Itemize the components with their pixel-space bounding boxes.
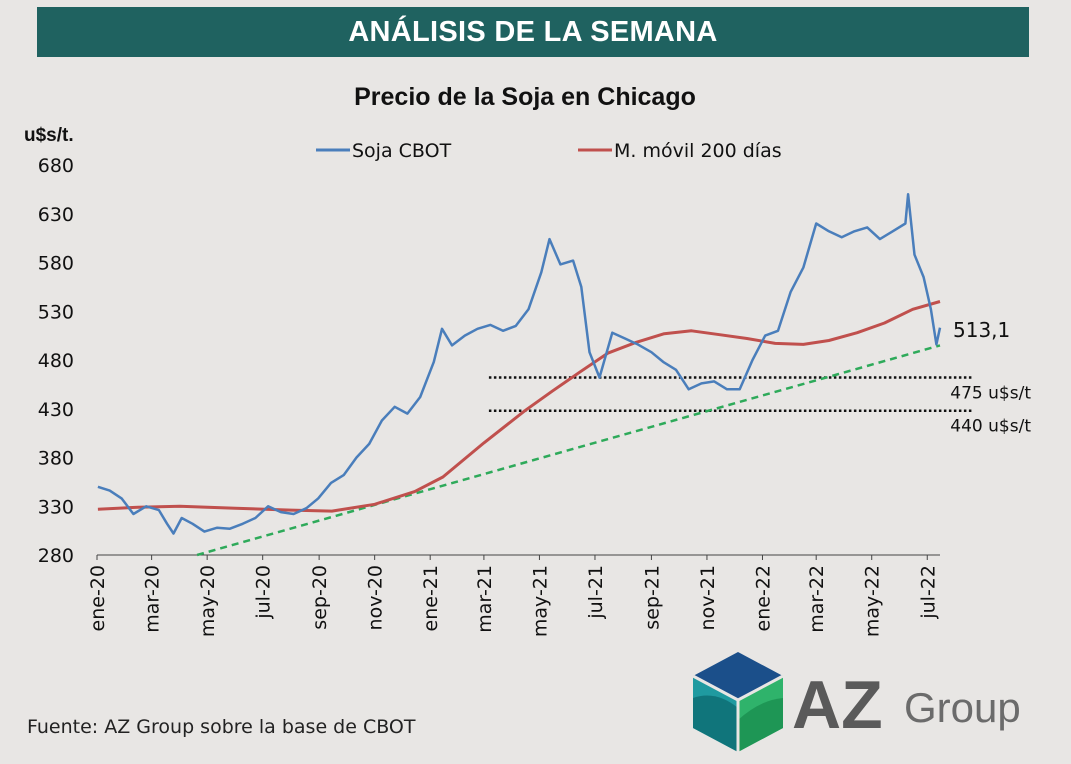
y-tick-label: 380 (38, 448, 74, 470)
y-tick-label: 330 (38, 496, 74, 518)
last-value-label: 513,1 (953, 318, 1010, 342)
x-tick-label: ene-20 (87, 565, 109, 631)
x-tick-label: mar-20 (142, 565, 164, 633)
x-tick-label: mar-22 (806, 565, 828, 633)
legend-label-mm200: M. móvil 200 días (614, 140, 782, 162)
x-tick-label: jul-22 (917, 565, 939, 620)
legend: Soja CBOT M. móvil 200 días (316, 140, 782, 162)
reference-line-label: 440 u$s/t (950, 417, 1031, 437)
series-line-soja (97, 193, 942, 535)
x-axis-ticks: ene-20 mar-20 may-20 jul-20 sep-20 nov-20 ene-… (87, 555, 939, 637)
x-tick-label: sep-21 (641, 565, 663, 630)
x-tick-label: may-22 (862, 565, 884, 637)
logo-text-group: Group (904, 684, 1021, 731)
x-tick-label: may-20 (197, 565, 219, 637)
x-tick-label: mar-21 (474, 565, 496, 633)
x-tick-label: nov-20 (365, 565, 387, 630)
logo-text-az: AZ (792, 667, 883, 743)
x-tick-label: jul-21 (585, 565, 607, 620)
reference-lines: 475 u$s/t 440 u$s/t (488, 376, 1031, 437)
source-note: Fuente: AZ Group sobre la base de CBOT (27, 716, 416, 738)
trend-line (196, 344, 941, 557)
series-line-mm200 (97, 300, 941, 513)
legend-label-soja: Soja CBOT (352, 140, 452, 162)
x-tick-label: may-21 (529, 565, 551, 637)
y-tick-label: 680 (38, 155, 74, 177)
y-tick-label: 280 (38, 545, 74, 567)
y-tick-label: 580 (38, 253, 74, 275)
y-tick-label: 430 (38, 399, 74, 421)
y-tick-label: 480 (38, 350, 74, 372)
x-tick-label: ene-21 (420, 565, 442, 631)
reference-line-label: 475 u$s/t (950, 384, 1031, 404)
x-tick-label: ene-22 (752, 565, 774, 631)
az-group-logo: AZ Group (692, 652, 1021, 752)
y-axis-ticks: 280 330 380 430 480 530 580 630 680 (38, 155, 74, 567)
x-tick-label: sep-20 (309, 565, 331, 630)
logo-cube-icon (692, 652, 784, 752)
banner: ANÁLISIS DE LA SEMANA (37, 7, 1029, 57)
chart-title: Precio de la Soja en Chicago (354, 83, 696, 111)
banner-title: ANÁLISIS DE LA SEMANA (348, 15, 718, 48)
chart: Precio de la Soja en Chicago u$s/t. Soja… (24, 83, 1031, 637)
y-tick-label: 630 (38, 204, 74, 226)
x-tick-label: jul-20 (253, 565, 275, 620)
x-tick-label: nov-21 (697, 565, 719, 630)
y-tick-label: 530 (38, 301, 74, 323)
y-axis-label: u$s/t. (24, 125, 74, 146)
